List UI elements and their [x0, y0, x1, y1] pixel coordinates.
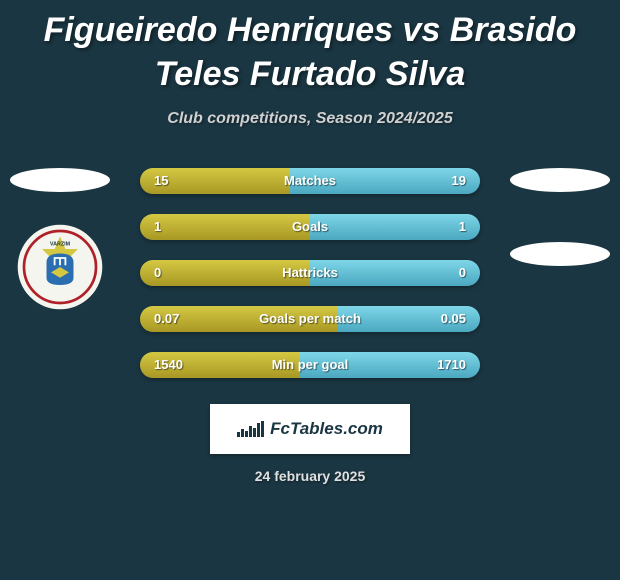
brand-badge[interactable]: FcTables.com [210, 404, 410, 454]
stat-right-value: 0.05 [441, 306, 466, 332]
brand-text: FcTables.com [270, 419, 383, 439]
stat-label: Hattricks [282, 260, 338, 286]
stat-row: 0.07 0.05 Goals per match [140, 306, 480, 332]
stat-left-value: 15 [154, 168, 168, 194]
club-crest-left: VARZIM [15, 222, 105, 312]
comparison-content: VARZIM 15 19 Matches 1 1 Goals 0 0 Hattricks 0.07… [0, 168, 620, 378]
stat-label: Goals [292, 214, 328, 240]
stat-row: 1540 1710 Min per goal [140, 352, 480, 378]
club-placeholder-ellipse [510, 242, 610, 266]
stats-bars: 15 19 Matches 1 1 Goals 0 0 Hattricks 0.07 0.05 Goa… [140, 168, 480, 378]
stat-right-value: 0 [459, 260, 466, 286]
player-placeholder-ellipse [510, 168, 610, 192]
stat-right-value: 1 [459, 214, 466, 240]
stat-label: Min per goal [272, 352, 349, 378]
stat-right-value: 1710 [437, 352, 466, 378]
bar-chart-icon [237, 421, 264, 437]
stat-row: 1 1 Goals [140, 214, 480, 240]
bar-left-fill [140, 214, 310, 240]
stat-left-value: 1 [154, 214, 161, 240]
svg-text:VARZIM: VARZIM [50, 242, 71, 248]
page-title: Figueiredo Henriques vs Brasido Teles Fu… [0, 0, 620, 96]
stat-label: Matches [284, 168, 336, 194]
stat-right-value: 19 [452, 168, 466, 194]
stat-row: 15 19 Matches [140, 168, 480, 194]
stat-row: 0 0 Hattricks [140, 260, 480, 286]
player-placeholder-ellipse [10, 168, 110, 192]
left-player-column: VARZIM [10, 168, 110, 312]
stat-left-value: 0 [154, 260, 161, 286]
bar-right-fill [310, 214, 480, 240]
right-player-column [510, 168, 610, 266]
stat-left-value: 0.07 [154, 306, 179, 332]
date-text: 24 february 2025 [0, 468, 620, 484]
subtitle: Club competitions, Season 2024/2025 [0, 110, 620, 128]
stat-left-value: 1540 [154, 352, 183, 378]
stat-label: Goals per match [259, 306, 361, 332]
crest-icon: VARZIM [15, 222, 105, 312]
comparison-card: Figueiredo Henriques vs Brasido Teles Fu… [0, 0, 620, 580]
